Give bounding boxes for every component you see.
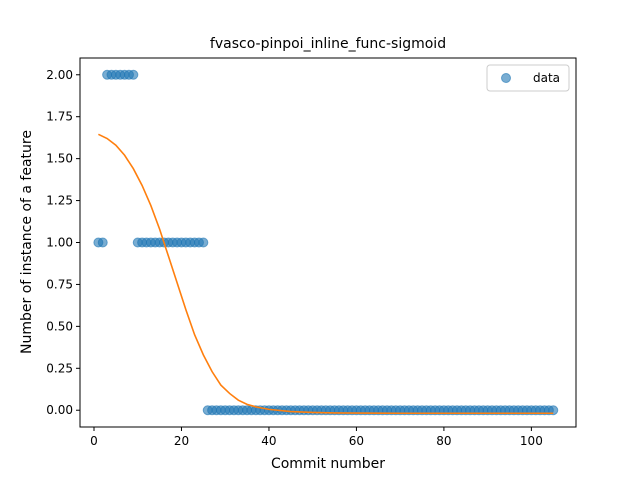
y-tick-label: 0.50 <box>46 319 73 333</box>
y-tick-label: 1.75 <box>46 110 73 124</box>
x-tick-label: 60 <box>349 434 364 448</box>
y-tick-label: 1.25 <box>46 194 73 208</box>
legend-marker-data <box>501 73 511 83</box>
legend-box <box>486 64 570 92</box>
x-tick-label: 80 <box>436 434 451 448</box>
y-axis-ticks: 0.00 0.25 0.50 0.75 1.00 1.25 1.50 1.75 2.00 <box>46 68 80 417</box>
y-tick-label: 1.50 <box>46 152 73 166</box>
plot-area <box>93 69 559 416</box>
fit-line <box>98 133 554 415</box>
y-tick-label: 2.00 <box>46 68 73 82</box>
y-tick-label: 0.75 <box>46 277 73 291</box>
x-axis-label: Commit number <box>271 456 385 472</box>
y-axis-label: Number of instance of a feature <box>19 130 35 354</box>
x-tick-label: 0 <box>90 434 98 448</box>
data-point <box>198 237 209 248</box>
legend-label-data: data <box>533 71 560 85</box>
chart-title: fvasco-pinpoi_inline_func-sigmoid <box>210 36 446 52</box>
x-tick-label: 40 <box>261 434 276 448</box>
legend: data <box>486 64 570 92</box>
y-tick-label: 0.00 <box>46 403 73 417</box>
data-point <box>128 69 139 80</box>
y-tick-label: 1.00 <box>46 236 73 250</box>
x-axis-ticks: 0 20 40 60 80 100 <box>90 427 543 448</box>
x-tick-label: 100 <box>520 434 543 448</box>
y-tick-label: 0.25 <box>46 361 73 375</box>
x-tick-label: 20 <box>174 434 189 448</box>
data-point <box>97 237 108 248</box>
